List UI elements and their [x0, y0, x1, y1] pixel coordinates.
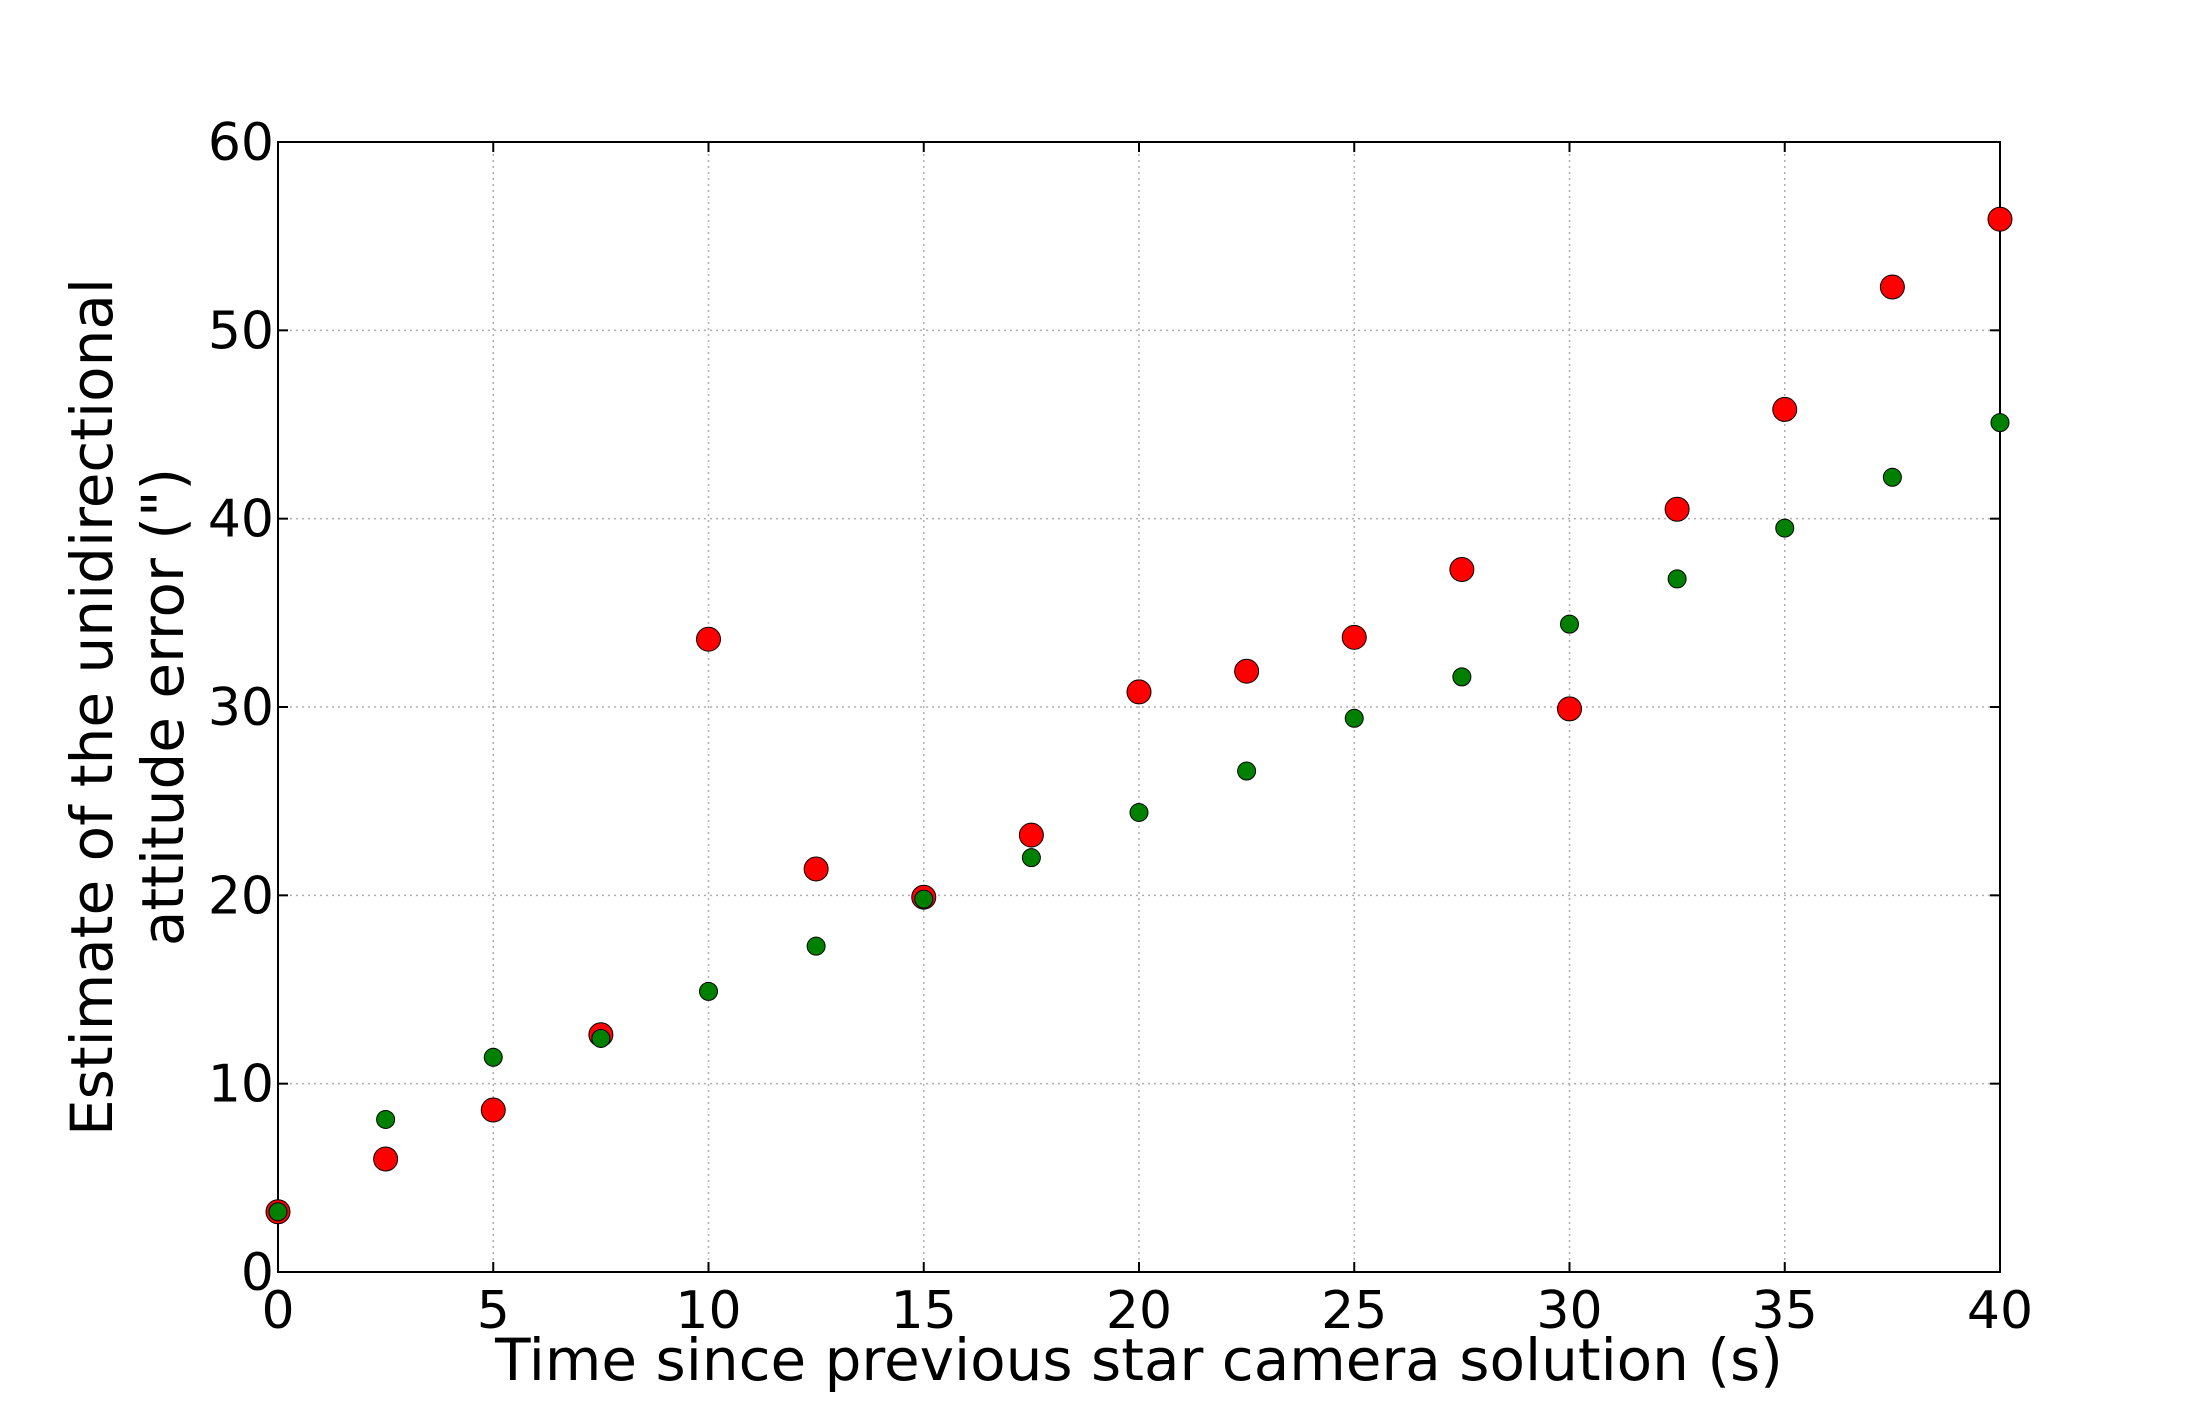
data-point	[373, 1146, 399, 1172]
data-point	[699, 981, 718, 1001]
data-series	[265, 206, 2013, 1225]
data-point	[591, 1028, 611, 1048]
data-point	[1234, 658, 1260, 684]
data-point	[1129, 802, 1149, 822]
y-tick-label: 60	[208, 113, 274, 173]
tick-marks	[277, 141, 2001, 1273]
data-point	[1344, 708, 1364, 728]
data-point	[376, 1109, 396, 1129]
y-tick-label: 0	[241, 1243, 274, 1303]
y-tick-label: 50	[208, 301, 274, 361]
data-point	[1018, 822, 1044, 848]
series-2	[268, 413, 2010, 1222]
data-point	[1990, 413, 2010, 433]
data-point	[1560, 614, 1579, 634]
y-axis-title: Estimate of the unidirectional attitude …	[58, 278, 197, 1136]
data-point	[1664, 496, 1690, 522]
data-point	[1882, 467, 1902, 487]
data-point	[1341, 624, 1367, 650]
x-axis-title: Time since previous star camera solution…	[494, 1326, 1783, 1394]
data-point	[1021, 848, 1041, 868]
data-point	[1987, 206, 2013, 232]
x-tick-label: 20	[1106, 1281, 1172, 1341]
data-point	[914, 889, 934, 909]
y-tick-label: 40	[208, 490, 274, 550]
data-point	[1449, 557, 1475, 583]
y-tick-label: 30	[208, 678, 274, 738]
x-tick-label: 40	[1967, 1281, 2033, 1341]
data-point	[1772, 396, 1798, 422]
x-tick-label: 5	[477, 1281, 510, 1341]
y-tick-label: 20	[208, 866, 274, 926]
data-point	[1237, 761, 1257, 781]
data-point	[696, 626, 721, 652]
y-axis-title-line-1: Estimate of the unidirectional	[58, 278, 126, 1136]
data-point	[803, 856, 829, 882]
data-point	[1879, 274, 1905, 300]
data-point	[480, 1097, 506, 1123]
x-tick-label: 25	[1321, 1281, 1387, 1341]
data-point	[1775, 518, 1795, 538]
data-point	[1452, 667, 1472, 687]
y-axis-title-line-2: attitude error (")	[129, 468, 197, 946]
x-tick-label: 0	[261, 1281, 294, 1341]
x-tick-label: 10	[675, 1281, 741, 1341]
data-point	[483, 1047, 503, 1067]
x-tick-label: 35	[1752, 1281, 1818, 1341]
x-tick-label: 30	[1536, 1281, 1602, 1341]
tick-labels: 0 5 10 15 20 25 30 35 40 0 10 20 30 40 50 60	[208, 113, 2033, 1341]
data-point	[1126, 679, 1152, 705]
x-tick-label: 15	[891, 1281, 957, 1341]
data-point	[1557, 696, 1582, 722]
data-point	[268, 1202, 288, 1222]
y-tick-label: 10	[208, 1055, 274, 1115]
data-point	[806, 936, 826, 956]
grid-lines	[277, 141, 2001, 1273]
data-point	[1667, 569, 1687, 589]
